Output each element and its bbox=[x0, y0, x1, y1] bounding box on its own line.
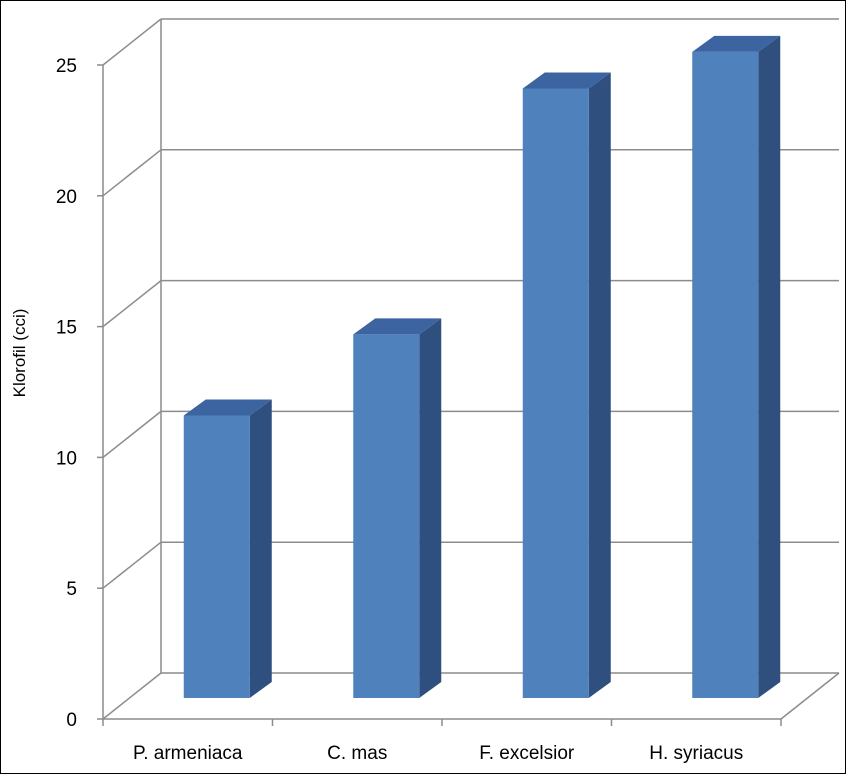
y-tick-label-25: 25 bbox=[56, 56, 77, 77]
bar-0 bbox=[183, 399, 272, 698]
floor-right-edge bbox=[780, 672, 840, 720]
x-category-label-1: C. mas bbox=[327, 743, 387, 764]
gridline-depth-10 bbox=[102, 410, 162, 458]
x-category-label-0: P. armeniaca bbox=[133, 743, 243, 764]
bar-1 bbox=[353, 318, 442, 698]
x-category-label-2: F. excelsior bbox=[479, 743, 575, 764]
y-axis-title: Klorofil (cci) bbox=[10, 309, 29, 398]
x-category-label-3: H. syriacus bbox=[649, 743, 743, 764]
bar-top-0 bbox=[183, 399, 272, 416]
gridline-depth-25 bbox=[102, 18, 162, 66]
bar-front-1 bbox=[353, 334, 420, 698]
bar-side-1 bbox=[419, 318, 442, 698]
gridline-depth-5 bbox=[102, 541, 162, 589]
gridline-depth-15 bbox=[102, 280, 162, 328]
bar-side-2 bbox=[588, 72, 611, 699]
bar-top-1 bbox=[353, 318, 442, 335]
bars-layer bbox=[183, 35, 781, 699]
gridline-depth-20 bbox=[102, 149, 162, 197]
bar-front-0 bbox=[183, 415, 250, 698]
bar-front-3 bbox=[692, 51, 759, 698]
y-tick-label-10: 10 bbox=[56, 448, 77, 469]
y-tick-label-15: 15 bbox=[56, 318, 77, 339]
bar-side-3 bbox=[758, 35, 781, 698]
y-tick-label-20: 20 bbox=[56, 187, 77, 208]
y-tick-label-5: 5 bbox=[66, 579, 77, 600]
x-category-labels: P. armeniaca C. mas F. excelsior H. syriacu… bbox=[133, 743, 743, 764]
bar-top-3 bbox=[692, 35, 781, 52]
gridline-depth-0 bbox=[102, 672, 162, 720]
bar-front-2 bbox=[522, 88, 589, 699]
bar-side-0 bbox=[249, 399, 272, 698]
bar-3 bbox=[692, 35, 781, 698]
bar-top-2 bbox=[522, 72, 611, 89]
y-tick-label-0: 0 bbox=[66, 710, 77, 731]
bar-2 bbox=[522, 72, 611, 699]
y-tick-labels: 0 5 10 15 20 25 bbox=[56, 56, 77, 731]
